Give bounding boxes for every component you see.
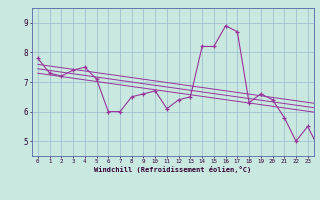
X-axis label: Windchill (Refroidissement éolien,°C): Windchill (Refroidissement éolien,°C) bbox=[94, 166, 252, 173]
